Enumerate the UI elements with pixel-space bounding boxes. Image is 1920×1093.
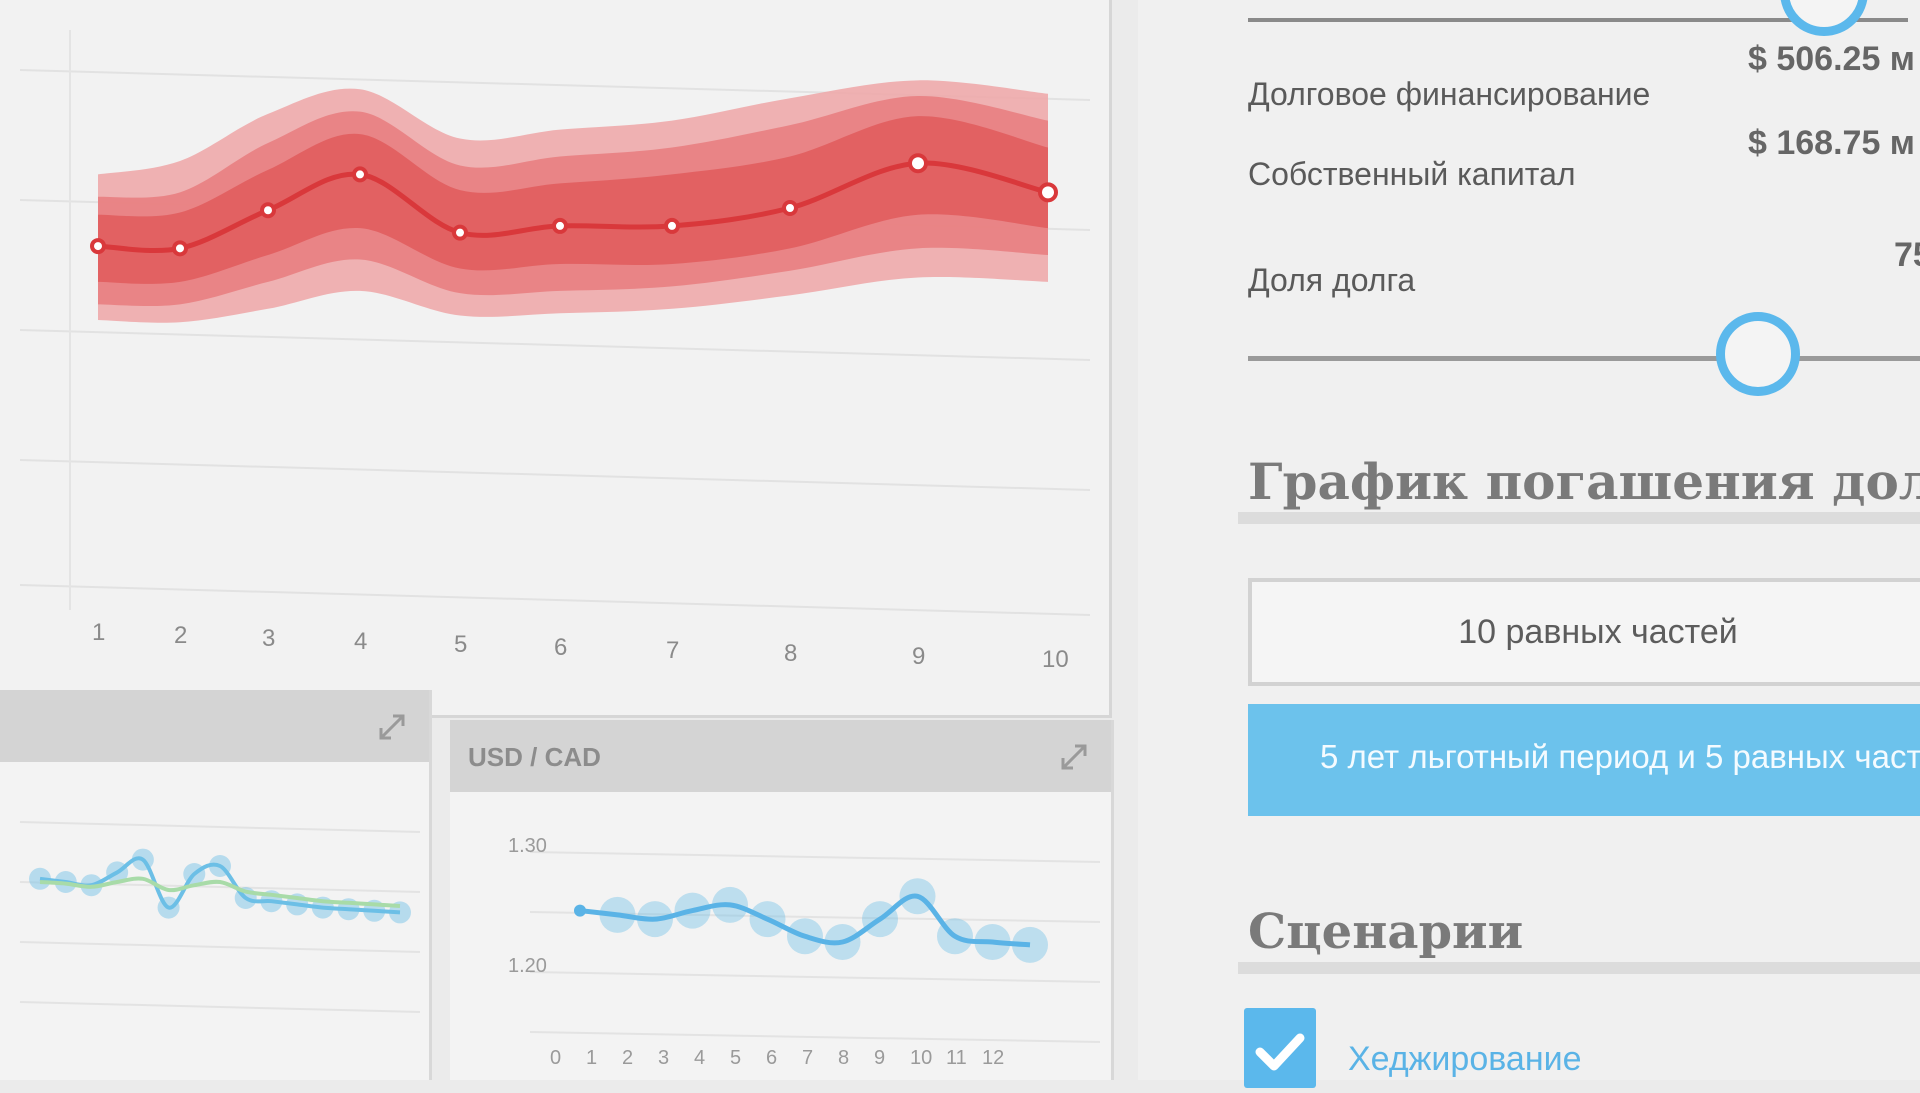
- x-tick-label: 5: [454, 631, 467, 658]
- data-point: [574, 904, 586, 917]
- settings-panel: Долговое финансирование $ 506.25 м Собст…: [1138, 0, 1920, 1088]
- hedging-checkbox-label[interactable]: Хеджирование: [1348, 1040, 1582, 1078]
- expand-icon[interactable]: [1059, 742, 1089, 772]
- hedging-checkbox[interactable]: [1244, 1008, 1316, 1088]
- repayment-schedule-title: График погашения долга: [1248, 452, 1920, 511]
- section-underline: [1238, 512, 1920, 524]
- scenarios-title: Сценарии: [1248, 904, 1524, 960]
- band-inner-area: [98, 116, 1048, 284]
- y-tick-label: 1.30: [508, 835, 547, 857]
- x-tick-label: 9: [912, 643, 925, 670]
- x-tick-label: 12: [982, 1047, 1004, 1069]
- grid-line: [19, 459, 1091, 491]
- checkmark-icon: [1255, 1033, 1305, 1071]
- x-tick-label: 1: [92, 619, 105, 646]
- mini-chart-title: USD / CAD: [468, 742, 601, 772]
- grid-line: [529, 1031, 1101, 1043]
- grid-line: [19, 1001, 421, 1013]
- mini-line-chart-left: [19, 821, 421, 1013]
- x-tick-label: 11: [946, 1047, 967, 1069]
- median-point: [664, 217, 680, 234]
- median-point: [452, 224, 468, 241]
- equity-label: Собственный капитал: [1248, 156, 1576, 192]
- series-line: [39, 876, 401, 908]
- slider-handle-top[interactable]: [1780, 0, 1868, 36]
- median-point: [352, 166, 368, 183]
- debt-share-value: 75: [1894, 236, 1920, 274]
- repayment-option-equal-parts[interactable]: 10 равных частей: [1248, 578, 1920, 686]
- forecast-fan-chart: 1 2 3 4 5 6 7 8 9 10: [19, 30, 1091, 673]
- mini-chart-header: [0, 690, 429, 762]
- y-tick-label: 1.20: [508, 955, 547, 977]
- x-tick-label: 0: [550, 1047, 561, 1069]
- median-point: [90, 238, 106, 255]
- divider: [1248, 18, 1908, 22]
- x-tick-label: 3: [262, 625, 275, 652]
- mini-chart-panel-left: [0, 690, 432, 1080]
- debt-financing-value: $ 506.25 м: [1748, 40, 1915, 78]
- grid-line: [19, 329, 1091, 361]
- x-tick-label: 7: [666, 637, 679, 664]
- equity-value: $ 168.75 м: [1748, 124, 1915, 162]
- forecast-chart-panel: 1 2 3 4 5 6 7 8 9 10: [0, 0, 1112, 718]
- data-point: [157, 896, 180, 919]
- grid-line: [19, 584, 1091, 616]
- expand-icon[interactable]: [377, 712, 407, 742]
- usd-cad-line: [579, 893, 1031, 948]
- series-line: [39, 856, 401, 915]
- median-point: [172, 240, 188, 257]
- x-tick-label: 6: [766, 1047, 777, 1069]
- median-line: [97, 160, 1049, 254]
- debt-share-slider-handle[interactable]: [1716, 312, 1800, 396]
- usd-cad-line-chart: 1.301.200 1 2 3 4 5 6 7 8 9 10 11 12: [508, 835, 1101, 1069]
- x-tick-label: 3: [658, 1047, 669, 1069]
- x-tick-label: 1: [586, 1047, 597, 1069]
- data-point: [209, 855, 231, 877]
- mini-chart-panel-right: USD / CAD 1.30 1.20 0 1 2 3 4 5 6 7 8 9 10 11 12: [450, 720, 1114, 1080]
- x-tick-label: 2: [622, 1047, 633, 1069]
- grid-line: [529, 851, 1101, 863]
- x-tick-label: 10: [910, 1047, 932, 1069]
- data-point: [1012, 926, 1048, 963]
- mini-chart-header: USD / CAD: [450, 720, 1111, 792]
- data-point: [131, 848, 154, 871]
- x-tick-label: 4: [694, 1047, 705, 1069]
- x-tick-label: 4: [354, 628, 367, 655]
- grid-line: [19, 821, 421, 833]
- data-point: [183, 863, 206, 885]
- x-tick-label: 5: [730, 1047, 741, 1069]
- median-point: [260, 202, 276, 219]
- repayment-option-grace-period[interactable]: 5 лет льготный период и 5 равных частей: [1248, 704, 1920, 816]
- x-tick-label: 6: [554, 634, 567, 661]
- data-point: [106, 861, 129, 884]
- x-tick-label: 8: [838, 1047, 849, 1069]
- median-point: [782, 200, 798, 216]
- section-underline: [1238, 962, 1920, 974]
- data-point: [29, 867, 51, 890]
- x-tick-label: 2: [174, 622, 187, 649]
- x-tick-label: 7: [802, 1047, 813, 1069]
- x-tick-label: 8: [784, 640, 797, 667]
- x-tick-label: 9: [874, 1047, 885, 1069]
- grid-line: [19, 941, 421, 953]
- debt-share-slider-track[interactable]: [1248, 356, 1920, 361]
- debt-financing-label: Долговое финансирование: [1248, 76, 1651, 112]
- grid-line: [529, 971, 1101, 983]
- median-point: [1038, 182, 1058, 203]
- debt-share-label: Доля долга: [1248, 262, 1416, 298]
- median-point: [552, 217, 568, 234]
- median-point: [908, 153, 928, 174]
- x-tick-label: 10: [1042, 646, 1069, 673]
